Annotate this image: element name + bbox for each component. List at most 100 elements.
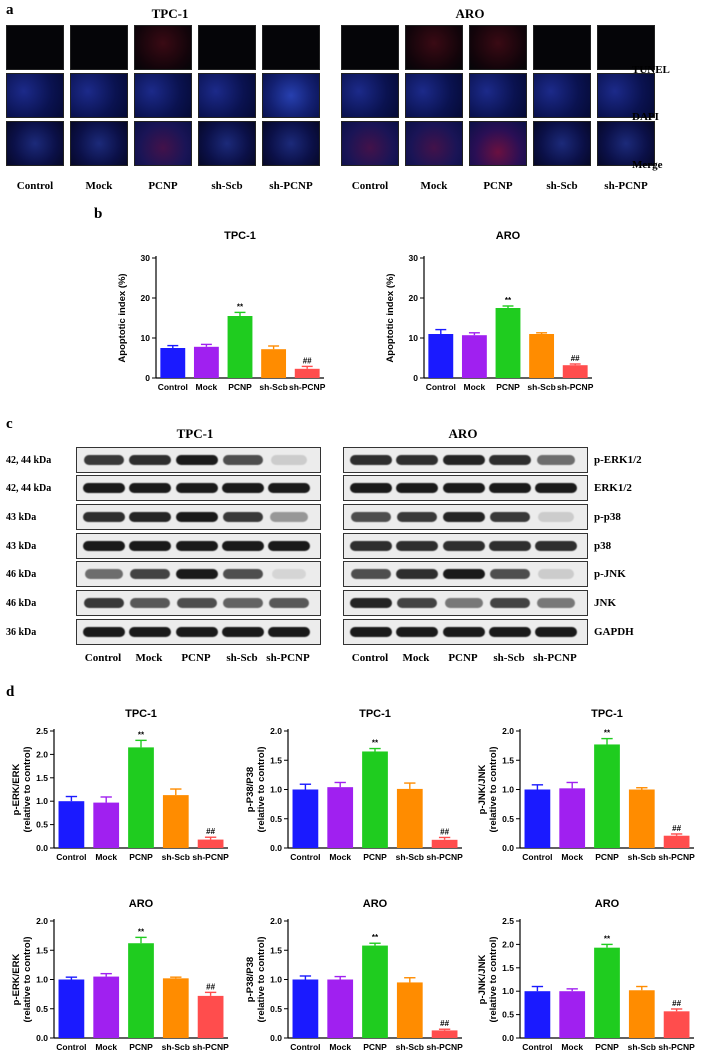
blot-band [222,627,264,637]
y-tick-label: 2.0 [502,939,514,949]
x-tick-label: sh-PCNP [658,1042,695,1052]
blot-band [177,598,217,608]
blot-band [176,483,218,493]
protein-label: p38 [594,540,612,552]
bar [524,789,551,848]
protein-label: GAPDH [594,626,634,638]
blot-band [443,569,485,579]
y-axis-label: Apoptotic index (%) [385,273,396,362]
significance-label: ## [303,356,312,365]
x-tick-label: Control [522,1042,552,1052]
micrograph-tpc1-tunel-4 [262,25,320,70]
y-tick-label: 1.0 [36,975,48,985]
bar [362,751,388,848]
x-tick-label: Mock [329,852,351,862]
blot-band [176,541,218,551]
bar [58,801,85,848]
molecular-weight-label: 46 kDa [6,598,37,609]
blot-band [535,541,577,551]
bar [431,1030,458,1038]
chart-title: ARO [595,898,620,910]
bar [628,789,655,848]
micrograph-tpc1-merge-0 [6,121,64,166]
blot-band [444,598,484,608]
y-tick-label: 0.5 [502,1010,514,1020]
blot-band [350,541,392,551]
micrograph-tpc1-merge-2 [134,121,192,166]
bar [529,334,555,378]
bar [524,991,551,1038]
y-tick-label: 0.5 [270,1004,282,1014]
bar [628,990,655,1038]
micrograph-tpc1-merge-4 [262,121,320,166]
bar [193,346,219,378]
blot-band [489,541,531,551]
panel-c-column-label: PCNP [181,652,211,664]
panel-a-column-label: Mock [85,180,113,192]
panel-letter-c: c [6,416,13,432]
micrograph-tpc1-merge-1 [70,121,128,166]
y-tick-label: 2.0 [270,726,282,736]
micrograph-aro-merge-0 [341,121,399,166]
chart-title: ARO [363,898,388,910]
micrograph-aro-tunel-3 [533,25,591,70]
panel-a-column-label: sh-PCNP [269,180,313,192]
x-tick-label: sh-PCNP [557,382,594,392]
y-tick-label: 10 [141,333,151,343]
row-label-dapi: DAPI [632,111,659,123]
micrograph-tpc1-dapi-1 [70,73,128,118]
molecular-weight-label: 42, 44 kDa [6,483,52,494]
blot-band [129,483,171,493]
molecular-weight-label: 46 kDa [6,569,37,580]
blot-band [489,483,531,493]
x-tick-label: Control [290,1042,320,1052]
y-tick-label: 1.5 [36,945,48,955]
y-tick-label: 20 [141,293,151,303]
y-axis-label: p-P38/P38(relative to control) [245,936,267,1022]
y-tick-label: 0.0 [36,1033,48,1043]
y-tick-label: 2.0 [36,916,48,926]
blot-tpc1-row-2 [76,504,321,530]
blot-band [396,569,438,579]
blot-band [270,512,308,522]
blot-band [396,483,438,493]
blot-band [396,455,438,465]
y-axis-label: p-JNK/JNK(relative to control) [477,936,499,1022]
x-tick-label: Mock [561,1042,583,1052]
y-tick-label: 0.5 [36,820,48,830]
micrograph-aro-merge-2 [469,121,527,166]
micrograph-tpc1-dapi-4 [262,73,320,118]
panel-c-column-label: Mock [135,652,163,664]
blot-aro-row-4 [343,561,588,587]
x-tick-label: Control [522,852,552,862]
x-tick-label: PCNP [228,382,252,392]
blot-band [83,512,125,522]
blot-aro-row-0 [343,447,588,473]
x-tick-label: Mock [95,852,117,862]
bar [197,995,224,1038]
significance-label: ## [440,1019,449,1028]
micrograph-aro-tunel-4 [597,25,655,70]
chart-title: ARO [496,230,521,242]
perk-erk-chart-aro: ARO p-ERK/ERK(relative to control) 0.0 0.5 1… [11,898,229,1052]
blot-band [83,455,125,465]
panel-a-title-aro: ARO [455,6,485,21]
panel-c-column-label: sh-Scb [226,652,258,664]
x-tick-label: Mock [196,382,218,392]
blot-band [535,627,577,637]
significance-label: ** [604,934,611,943]
x-tick-label: sh-Scb [162,1042,190,1052]
blot-band [176,569,218,579]
y-tick-label: 1.5 [270,755,282,765]
significance-label: ** [138,927,145,936]
y-tick-label: 0 [413,373,418,383]
bar [428,334,454,378]
bar [663,1011,690,1038]
panel-a-column-label: sh-Scb [211,180,243,192]
micrograph-tpc1-dapi-3 [198,73,256,118]
bar [160,348,186,378]
x-tick-label: sh-Scb [527,382,555,392]
y-tick-label: 0 [145,373,150,383]
blot-band [176,455,218,465]
y-axis-label: p-P38/P38(relative to control) [245,746,267,832]
